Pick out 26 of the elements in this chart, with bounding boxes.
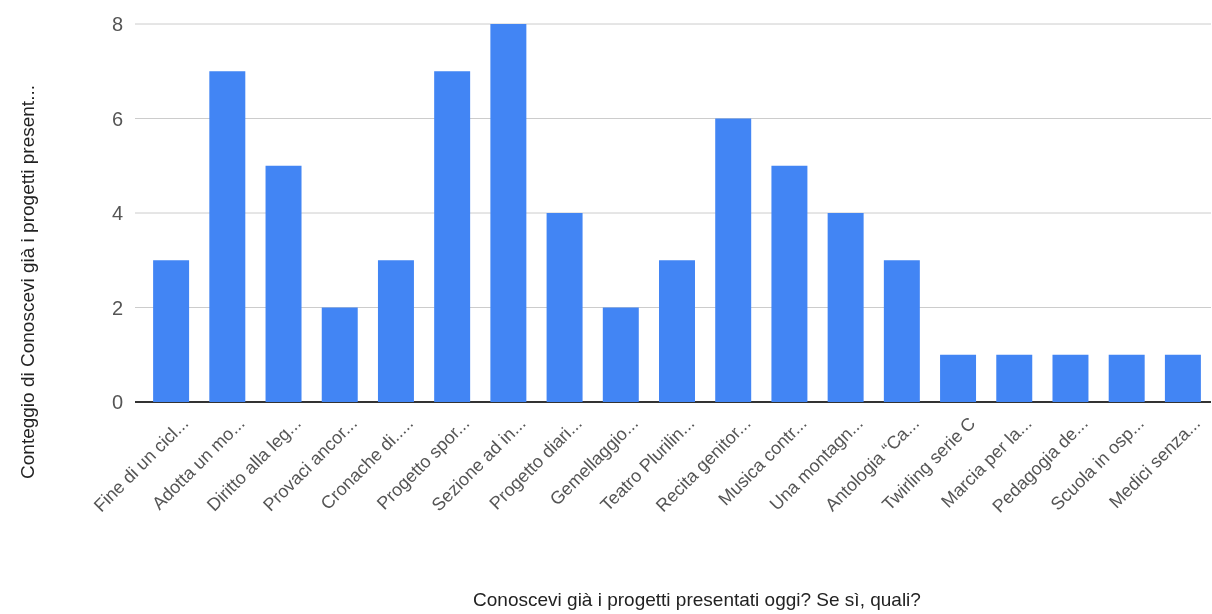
bar bbox=[771, 165, 808, 402]
bar bbox=[265, 165, 302, 402]
bar bbox=[659, 260, 695, 402]
bar bbox=[602, 307, 639, 402]
y-axis-title: Conteggio di Conoscevi già i progetti present... bbox=[17, 85, 38, 479]
bar bbox=[883, 260, 920, 402]
bar bbox=[490, 24, 527, 402]
y-tick-label: 2 bbox=[111, 296, 123, 319]
bar bbox=[940, 354, 977, 402]
x-axis-title: Conoscevi già i progetti presentati oggi? Se sì, quali? bbox=[473, 589, 921, 610]
y-tick-label: 0 bbox=[111, 391, 123, 413]
y-tick-label: 8 bbox=[111, 13, 123, 35]
bar bbox=[546, 213, 583, 402]
y-tick-label: 4 bbox=[111, 202, 123, 224]
bar bbox=[996, 354, 1033, 402]
bar bbox=[153, 260, 190, 402]
bar bbox=[209, 71, 246, 402]
bar bbox=[377, 260, 414, 402]
bar bbox=[321, 307, 358, 402]
bar bbox=[827, 213, 864, 402]
bar bbox=[1108, 354, 1145, 402]
bar bbox=[715, 118, 752, 402]
bar bbox=[434, 71, 471, 402]
bar bbox=[1052, 354, 1089, 402]
y-tick-label: 6 bbox=[111, 107, 123, 130]
bar bbox=[1164, 354, 1201, 402]
